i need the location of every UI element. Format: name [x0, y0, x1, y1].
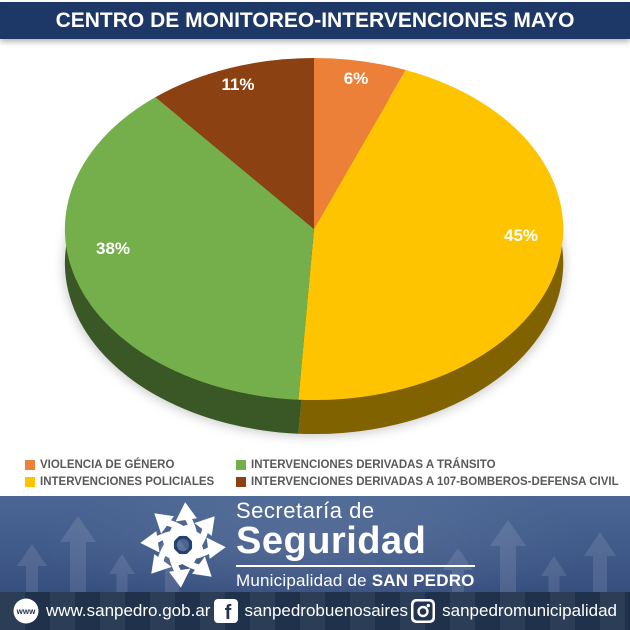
pie-slice: [64, 97, 314, 400]
brand-line3-bold: SAN PEDRO: [371, 571, 475, 591]
facebook-icon: f: [213, 599, 238, 623]
brand-block: Secretaría de Seguridad Municipalidad de…: [136, 498, 475, 592]
pie-chart: 6% 45% 38% 11%: [63, 57, 565, 437]
legend-swatch: [236, 476, 246, 487]
title-bar: CENTRO DE MONITOREO-INTERVENCIONES MAYO: [0, 2, 630, 39]
legend-item: INTERVENCIONES DERIVADAS A TRÁNSITO: [236, 459, 619, 471]
brand-line1: Secretaría de: [236, 497, 375, 523]
instagram-handle: sanpedromunicipalidad: [442, 601, 617, 620]
legend-item: INTERVENCIONES DERIVADAS A 107-BOMBEROS-…: [236, 476, 619, 488]
legend-swatch: [236, 459, 246, 470]
brand-text: Secretaría de Seguridad Municipalidad de…: [236, 499, 475, 592]
pie-slice-label: 38%: [96, 239, 130, 258]
svg-text:f: f: [224, 602, 231, 623]
svg-text:www: www: [16, 607, 36, 616]
website-item: www www.sanpedro.gob.ar: [13, 598, 210, 624]
pie-slice: [155, 58, 314, 229]
instagram-icon: [411, 599, 436, 623]
legend-swatch: [25, 476, 35, 487]
pie-slice: [298, 70, 564, 401]
legend-label: VIOLENCIA DE GÉNERO: [40, 458, 175, 471]
legend-label: INTERVENCIONES DERIVADAS A 107-BOMBEROS-…: [251, 475, 619, 488]
brand-divider: [236, 564, 475, 568]
pie-slice: [314, 57, 406, 229]
legend-swatch: [25, 459, 35, 470]
legend-item: INTERVENCIONES POLICIALES: [25, 476, 236, 488]
chart-legend: VIOLENCIA DE GÉNERO INTERVENCIONES DERIVA…: [25, 456, 619, 490]
social-bar: www www.sanpedro.gob.ar f sanpedrobuenos…: [0, 592, 630, 630]
pie-slice-label: 6%: [344, 69, 369, 88]
instagram-item: sanpedromunicipalidad: [411, 599, 617, 623]
security-logo-icon: [136, 498, 230, 592]
brand-line3-prefix: Municipalidad de: [236, 571, 372, 591]
pie-slice-label: 11%: [221, 75, 254, 94]
legend-label: INTERVENCIONES DERIVADAS A TRÁNSITO: [251, 458, 496, 471]
legend-item: VIOLENCIA DE GÉNERO: [25, 459, 236, 471]
brand-line2: Seguridad: [236, 519, 427, 562]
legend-label: INTERVENCIONES POLICIALES: [40, 475, 215, 488]
brand-line3: Municipalidad de SAN PEDRO: [236, 571, 475, 591]
www-globe-icon: www: [13, 598, 39, 624]
website-url: www.sanpedro.gob.ar: [46, 601, 211, 620]
pie-slice-label: 45%: [504, 226, 538, 245]
facebook-handle: sanpedrobuenosaires: [244, 601, 409, 620]
page-title: CENTRO DE MONITOREO-INTERVENCIONES MAYO: [55, 8, 575, 32]
footer-banner: Secretaría de Seguridad Municipalidad de…: [0, 496, 630, 630]
facebook-item: f sanpedrobuenosaires: [213, 599, 409, 623]
